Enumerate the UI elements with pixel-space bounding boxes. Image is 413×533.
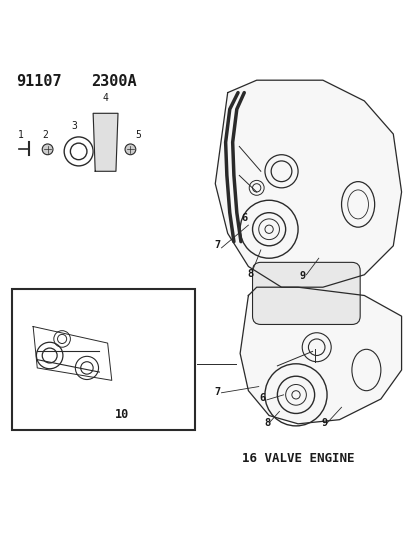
- Polygon shape: [93, 114, 118, 171]
- Circle shape: [125, 144, 135, 155]
- Circle shape: [42, 144, 53, 155]
- Text: 4: 4: [102, 93, 108, 103]
- Text: 9: 9: [298, 271, 305, 281]
- Text: 5: 5: [135, 130, 141, 140]
- Text: 10: 10: [115, 408, 129, 421]
- Text: 7: 7: [214, 387, 220, 397]
- Text: 7: 7: [214, 240, 220, 250]
- Text: 6: 6: [259, 393, 266, 403]
- Text: 8: 8: [263, 418, 270, 428]
- Text: 1: 1: [18, 130, 24, 140]
- Text: 6: 6: [240, 213, 247, 223]
- Text: 3: 3: [71, 120, 77, 131]
- Text: 2300A: 2300A: [91, 74, 136, 89]
- Text: 16 VALVE ENGINE: 16 VALVE ENGINE: [241, 452, 354, 465]
- Text: 91107: 91107: [17, 74, 62, 89]
- Text: 2: 2: [43, 130, 48, 140]
- Text: 8: 8: [247, 269, 253, 279]
- FancyBboxPatch shape: [252, 262, 359, 325]
- Polygon shape: [215, 80, 401, 287]
- Text: 9: 9: [321, 418, 328, 428]
- Polygon shape: [240, 287, 401, 424]
